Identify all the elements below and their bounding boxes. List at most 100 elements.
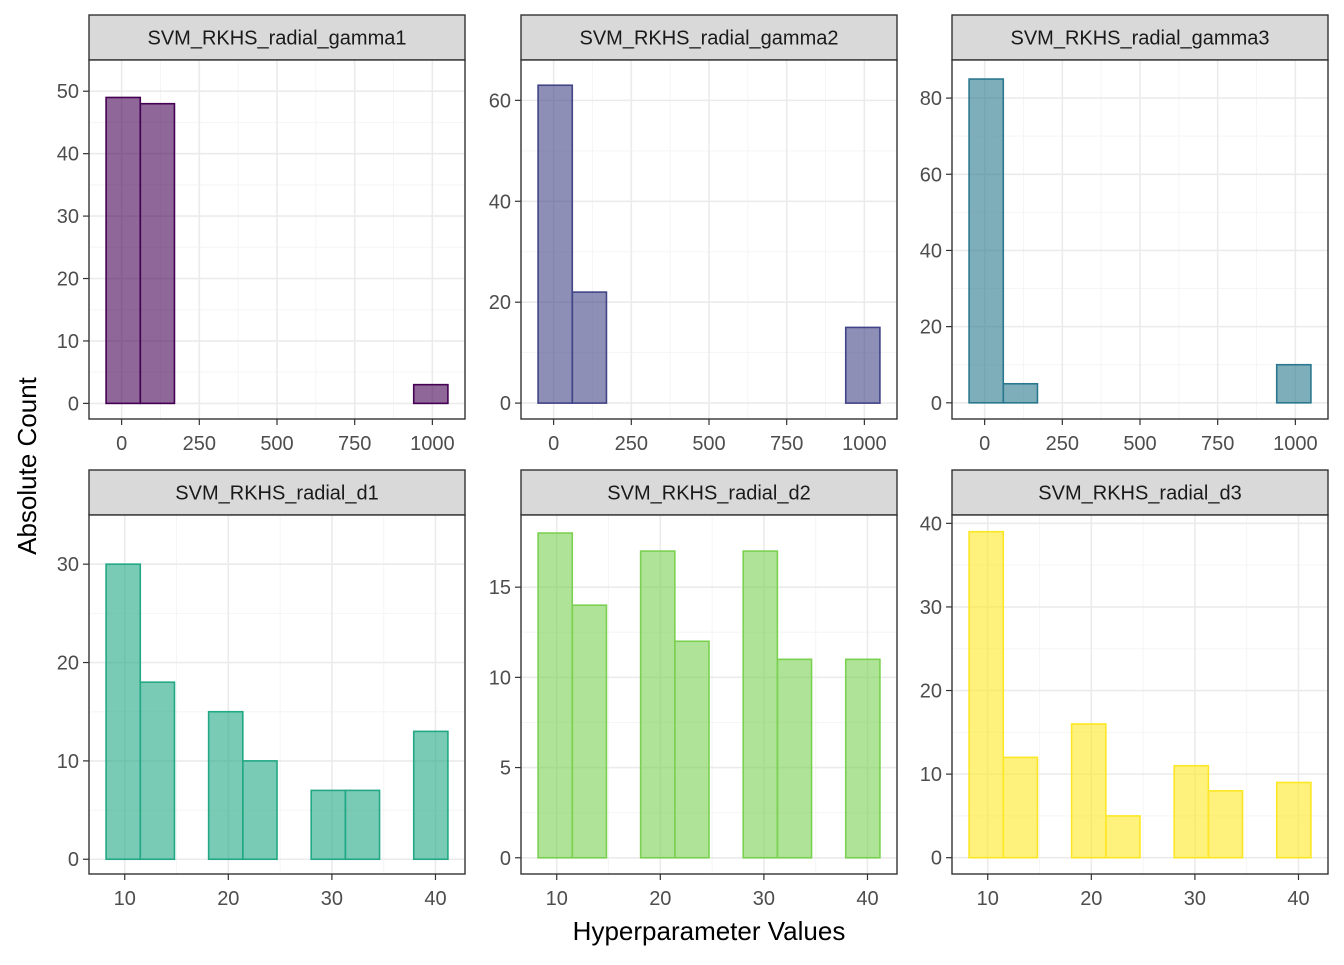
histogram-bar [1207, 790, 1244, 859]
histogram-bar [571, 291, 608, 404]
histogram-bar [139, 102, 176, 405]
histogram-bar [537, 84, 574, 404]
y-tick-label: 0 [931, 848, 942, 870]
y-tick-label: 20 [57, 653, 79, 675]
histogram-bar [344, 789, 381, 861]
y-axis-title: Absolute Count [12, 376, 42, 555]
histogram-bar [139, 681, 176, 861]
y-tick-label: 20 [57, 269, 79, 291]
x-tick-label: 20 [1080, 888, 1102, 910]
facet-strip-label: SVM_RKHS_radial_gamma3 [1010, 28, 1269, 50]
histogram-bar [639, 550, 676, 859]
facet-panel: SVM_RKHS_radial_d3 0 10 20 30 40 10 20 30 40 [920, 469, 1329, 910]
x-axis-title: Hyperparameter Values [573, 916, 846, 946]
histogram-bar [1173, 764, 1210, 859]
y-tick-label: 30 [57, 554, 79, 576]
histogram-bar [1105, 815, 1141, 859]
y-tick-label: 60 [920, 164, 942, 186]
facet-strip-label: SVM_RKHS_radial_gamma2 [579, 28, 838, 50]
facet-strip-label: SVM_RKHS_radial_d3 [1038, 483, 1241, 505]
histogram-bar [207, 710, 244, 861]
x-tick-label: 30 [321, 888, 343, 910]
x-tick-label: 250 [1046, 433, 1079, 455]
facet-strip [951, 14, 1329, 61]
histogram-bar [310, 789, 347, 861]
facet-strip [88, 14, 466, 61]
panel-border [951, 514, 1329, 875]
x-tick-label: 250 [183, 433, 216, 455]
x-tick-label: 0 [979, 433, 990, 455]
y-tick-label: 40 [920, 513, 942, 535]
histogram-bar [412, 383, 449, 405]
y-tick-label: 0 [68, 849, 79, 871]
histogram-bar [105, 96, 142, 405]
y-tick-label: 30 [57, 206, 79, 228]
histogram-bar [571, 604, 608, 859]
histogram-bar [844, 326, 881, 404]
y-tick-label: 80 [920, 88, 942, 110]
x-tick-label: 30 [753, 888, 775, 910]
histogram-bar [1070, 723, 1107, 859]
facet-panel: SVM_RKHS_radial_gamma2 0 20 40 60 0 250 500 750 1… [489, 14, 898, 455]
x-tick-label: 20 [217, 888, 239, 910]
facet-strip [520, 14, 898, 61]
x-tick-label: 750 [1201, 433, 1234, 455]
panel-border [520, 514, 898, 875]
histogram-bar [1002, 382, 1039, 404]
y-tick-label: 0 [500, 848, 511, 870]
x-tick-label: 750 [770, 433, 803, 455]
y-tick-label: 30 [920, 597, 942, 619]
histogram-bar [844, 658, 881, 859]
histogram-bar [776, 658, 813, 859]
x-tick-label: 0 [116, 433, 127, 455]
panel-border [88, 514, 466, 875]
facet-panel: SVM_RKHS_radial_gamma3 0 20 40 60 80 0 250 500 75… [920, 14, 1329, 455]
x-tick-label: 500 [260, 433, 293, 455]
x-tick-label: 0 [548, 433, 559, 455]
y-tick-label: 10 [920, 764, 942, 786]
x-tick-label: 750 [338, 433, 371, 455]
x-tick-label: 1000 [410, 433, 455, 455]
x-tick-label: 20 [649, 888, 671, 910]
x-tick-label: 40 [856, 888, 878, 910]
histogram-bar [674, 640, 710, 859]
x-tick-label: 10 [977, 888, 999, 910]
x-tick-label: 500 [692, 433, 725, 455]
histogram-bar [412, 730, 449, 861]
histogram-bar [1275, 363, 1312, 404]
y-tick-label: 20 [920, 681, 942, 703]
facet-strip-label: SVM_RKHS_radial_gamma1 [147, 28, 406, 50]
histogram-bar [1002, 756, 1039, 859]
y-tick-label: 10 [57, 751, 79, 773]
y-tick-label: 5 [500, 758, 511, 780]
y-tick-label: 40 [920, 240, 942, 262]
x-tick-label: 250 [615, 433, 648, 455]
x-tick-label: 10 [546, 888, 568, 910]
histogram-bar [105, 563, 142, 861]
facet-strip-label: SVM_RKHS_radial_d2 [607, 483, 810, 505]
histogram-bar [1275, 781, 1312, 859]
y-tick-label: 40 [489, 191, 511, 213]
histogram-bar [537, 532, 574, 859]
y-tick-label: 15 [489, 577, 511, 599]
y-tick-label: 10 [489, 667, 511, 689]
x-tick-label: 40 [424, 888, 446, 910]
y-tick-label: 0 [500, 393, 511, 415]
x-tick-label: 1000 [1273, 433, 1318, 455]
y-tick-label: 0 [931, 393, 942, 415]
y-tick-label: 0 [68, 393, 79, 415]
histogram-bar [242, 760, 278, 861]
y-tick-label: 20 [920, 317, 942, 339]
x-tick-label: 30 [1184, 888, 1206, 910]
y-tick-label: 60 [489, 90, 511, 112]
histogram-bar [968, 78, 1005, 404]
facet-strip [88, 469, 466, 516]
histogram-bar [968, 530, 1005, 859]
facet-strip-label: SVM_RKHS_radial_d1 [175, 483, 378, 505]
y-tick-label: 10 [57, 331, 79, 353]
facet-strip [520, 469, 898, 516]
facet-panel: SVM_RKHS_radial_d1 0 10 20 30 10 20 30 40 [57, 469, 466, 910]
